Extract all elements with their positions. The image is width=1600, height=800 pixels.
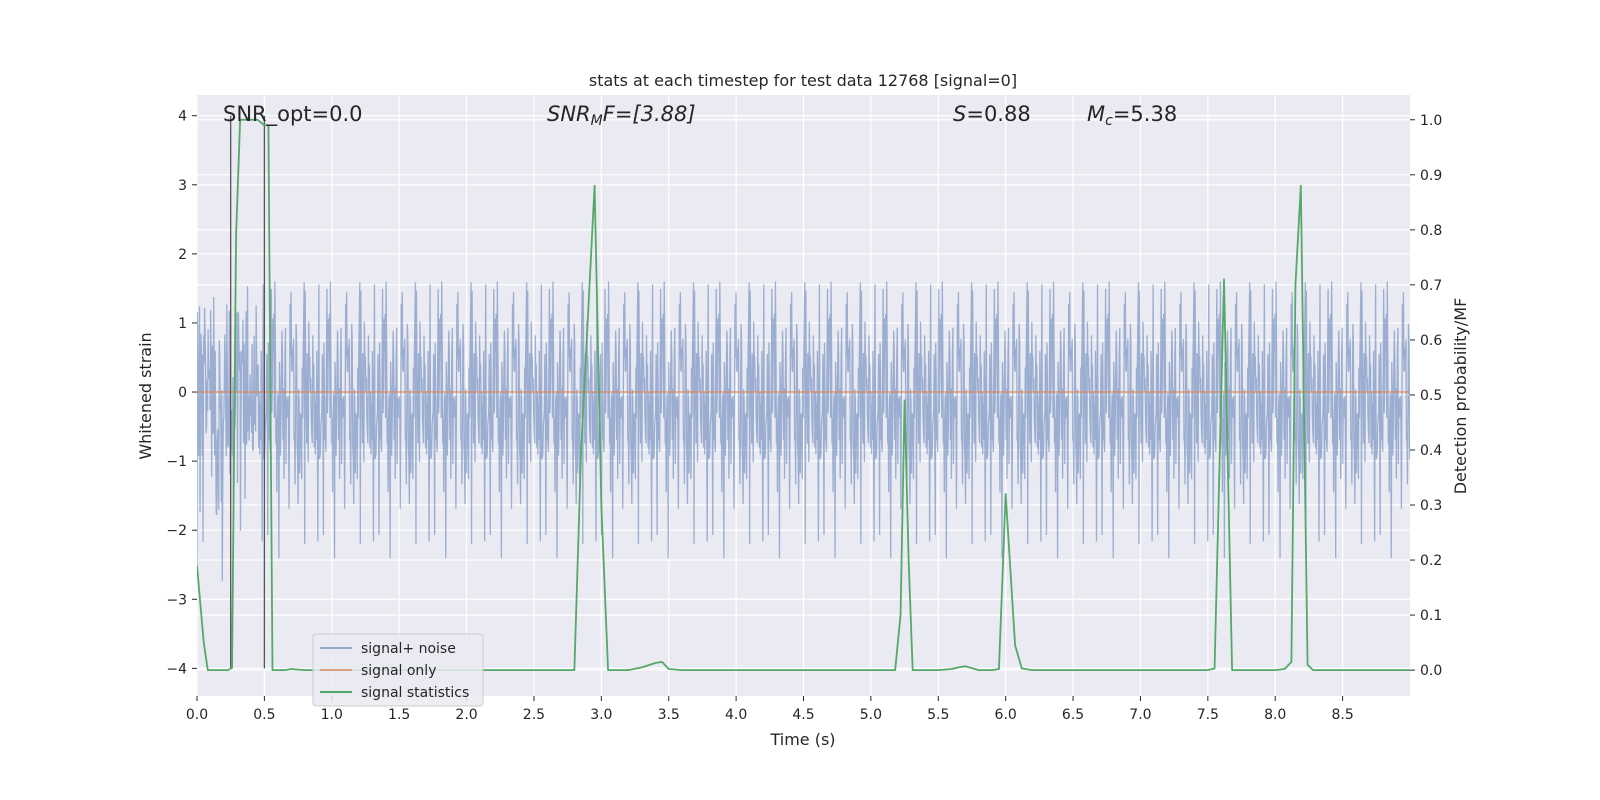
x-tick-label: 4.5 [792,707,814,723]
x-tick-label: 4.0 [725,707,747,723]
x-tick-label: 0.0 [186,707,208,723]
x-tick-label: 8.5 [1331,707,1353,723]
y-right-tick-label: 0.9 [1420,168,1442,184]
x-tick-label: 6.0 [995,707,1017,723]
x-tick-label: 3.5 [658,707,680,723]
y-left-tick-label: 0 [178,385,187,401]
y-right-tick-label: 0.5 [1420,388,1442,404]
s-base: S [953,102,966,126]
x-axis-label: Time (s) [769,730,835,749]
snr-mf-sub: M [591,113,603,129]
signal-noise-line [197,281,1410,582]
x-tick-label: 5.5 [927,707,949,723]
y-right-axis-ticks: 0.0 0.1 0.2 0.3 0.4 0.5 0.6 0.7 0.8 0.9 1.0 [1410,113,1442,679]
s-tail: =0.88 [966,102,1030,126]
y-left-tick-label: 4 [178,109,187,125]
y-right-tick-label: 1.0 [1420,113,1442,129]
y-right-tick-label: 0.3 [1420,498,1442,514]
signal-statistics-line [197,118,1410,672]
y-right-tick-label: 0.6 [1420,333,1442,349]
x-tick-label: 5.0 [860,707,882,723]
mc-tail: =5.38 [1113,102,1177,126]
mc-sub: c [1105,113,1113,129]
y-left-axis-label: Whitened strain [136,332,155,459]
y-left-tick-label: −2 [166,523,187,539]
y-left-tick-label: 2 [178,247,187,263]
signal-statistics-series [197,118,1410,672]
y-left-tick-label: −3 [166,592,187,608]
x-tick-label: 8.0 [1264,707,1286,723]
y-left-tick-label: −1 [166,454,187,470]
y-right-tick-label: 0.4 [1420,443,1442,459]
x-tick-label: 7.0 [1129,707,1151,723]
x-tick-label: 2.5 [523,707,545,723]
y-right-tick-label: 0.7 [1420,278,1442,294]
y-left-tick-label: −4 [166,661,187,677]
chart-title: stats at each timestep for test data 127… [589,71,1017,90]
legend-label-signal-statistics: signal statistics [361,685,469,701]
x-tick-label: 0.5 [253,707,275,723]
y-left-tick-label: 3 [178,178,187,194]
y-left-tick-label: 1 [178,316,187,332]
annotation-s: S=0.88 [953,102,1031,126]
x-tick-label: 1.0 [321,707,343,723]
signal-noise-series [197,281,1410,582]
snr-mf-base: SNR [547,102,591,126]
marker-lines [230,115,266,669]
x-tick-label: 7.5 [1197,707,1219,723]
annotation-mc: Mc=5.38 [1087,102,1177,129]
mc-base: M [1087,102,1105,126]
x-tick-label: 2.0 [455,707,477,723]
x-axis-ticks: 0.0 0.5 1.0 1.5 2.0 2.5 3.0 3.5 4.0 4.5 5.0 5.5 6.0 6… [186,696,1354,723]
y-right-tick-label: 0.1 [1420,608,1442,624]
legend-box [312,633,484,707]
y-right-tick-label: 0.0 [1420,663,1442,679]
snr-mf-tail: F=[3.88] [603,102,696,126]
y-right-axis-label: Detection probability/MF [1451,298,1470,495]
annotation-snr-mf: SNRMF=[3.88] [547,102,696,129]
x-tick-label: 6.5 [1062,707,1084,723]
annotation-snr-opt: SNR_opt=0.0 [223,102,363,127]
y-left-axis-ticks: −4 −3 −2 −1 0 1 2 3 4 [166,109,197,677]
legend-label-signal-only: signal only [361,663,436,679]
y-right-tick-label: 0.2 [1420,553,1442,569]
x-tick-label: 3.0 [590,707,612,723]
legend: signal+ noise signal only signal statist… [312,633,484,707]
y-right-tick-label: 0.8 [1420,223,1442,239]
legend-label-signal-noise: signal+ noise [361,641,456,657]
x-tick-label: 1.5 [388,707,410,723]
